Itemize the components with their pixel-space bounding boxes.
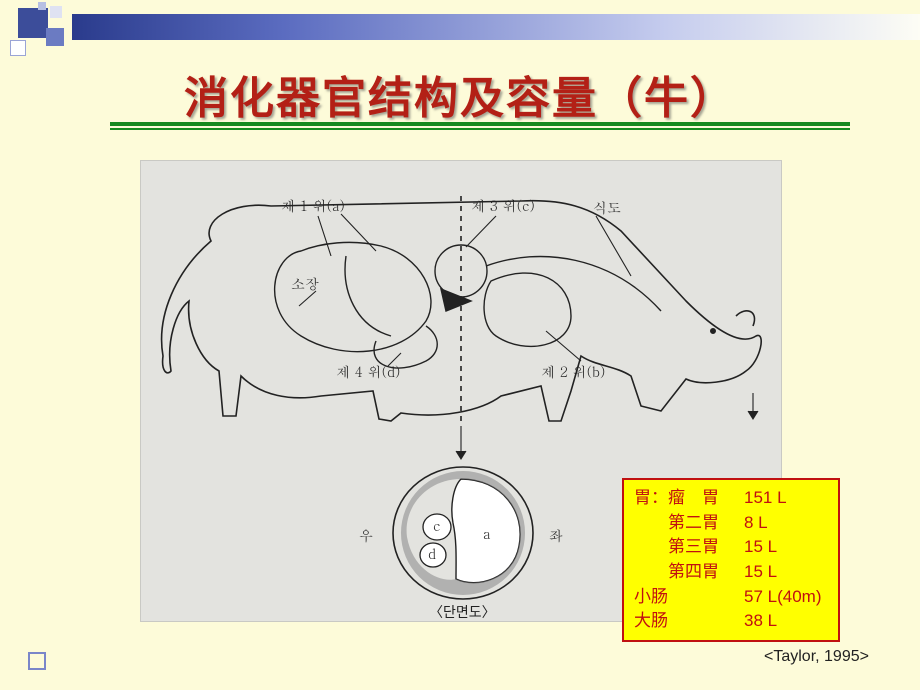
banner-decor-squares bbox=[0, 0, 72, 54]
label-right-side: 우 bbox=[359, 525, 373, 545]
slide-title-wrap: 消化器官结构及容量（牛） bbox=[0, 62, 920, 126]
section-a: a bbox=[483, 523, 491, 543]
section-d: d bbox=[428, 543, 436, 563]
label-stomach1: 제 1 위(a) bbox=[281, 195, 345, 215]
banner-gradient-stripe bbox=[72, 14, 920, 40]
footer-bullet-icon bbox=[28, 652, 46, 670]
label-stomach3: 제 3 위(c) bbox=[471, 195, 535, 215]
citation-text: <Taylor, 1995> bbox=[764, 646, 894, 668]
label-small-intestine: 소장 bbox=[291, 273, 319, 293]
capacity-row: 第三胃 15 L bbox=[634, 535, 828, 560]
label-cross-section: 〈단면도〉 bbox=[429, 604, 496, 620]
label-stomach4: 제 4 위(d) bbox=[336, 361, 400, 381]
slide-banner bbox=[0, 0, 920, 54]
label-esophagus: 식도 bbox=[593, 197, 621, 217]
section-c: c bbox=[433, 515, 441, 535]
label-left-side: 좌 bbox=[549, 525, 563, 545]
capacity-data-box: 胃：瘤 胃151 L 第二胃 8 L 第三胃 15 L 第四胃 15 L 小肠 … bbox=[622, 478, 840, 642]
label-stomach2: 제 2 위(b) bbox=[541, 361, 605, 381]
capacity-row: 第四胃 15 L bbox=[634, 560, 828, 585]
title-underline bbox=[110, 122, 850, 130]
capacity-row: 小肠 57 L(40m) bbox=[634, 585, 828, 610]
capacity-row: 第二胃 8 L bbox=[634, 511, 828, 536]
slide-title: 消化器官结构及容量（牛） bbox=[184, 74, 736, 123]
capacity-row: 胃：瘤 胃151 L bbox=[634, 486, 828, 511]
capacity-row: 大肠 38 L bbox=[634, 609, 828, 634]
